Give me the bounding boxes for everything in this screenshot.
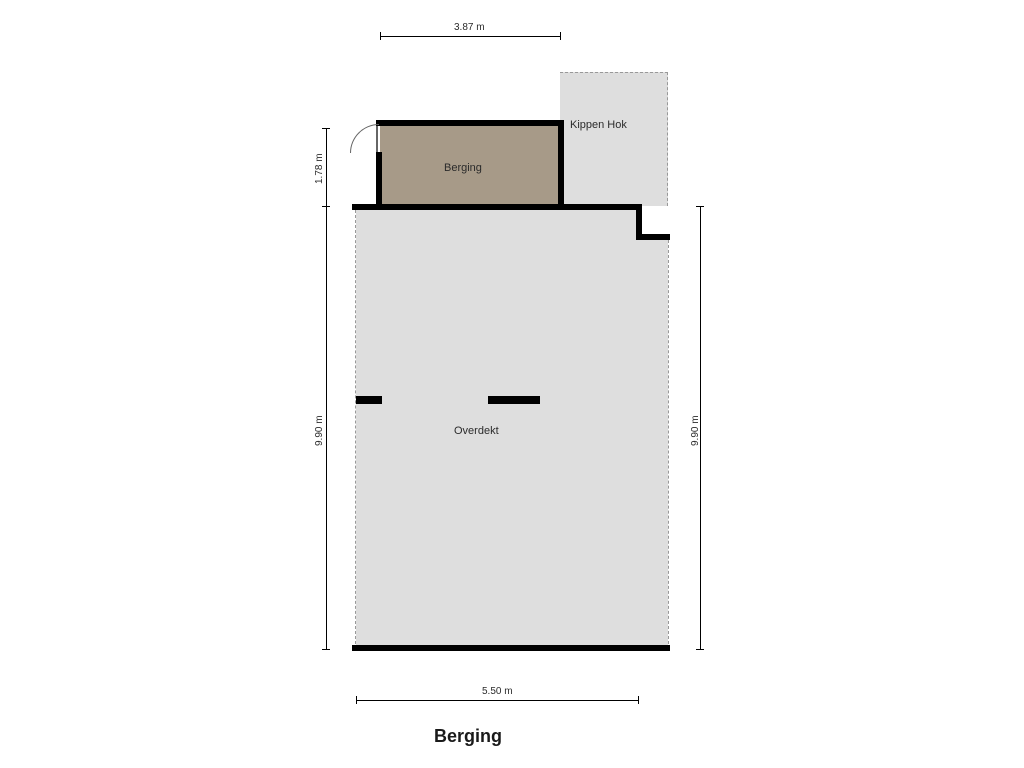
room-label-overdekt: Overdekt [454, 425, 499, 437]
wall [376, 152, 382, 210]
dim-tick [696, 206, 704, 207]
floorplan-title: Berging [434, 726, 502, 747]
dim-tick [560, 32, 561, 40]
dim-tick [322, 128, 330, 129]
wall-edge-left [355, 210, 357, 649]
wall [558, 120, 564, 210]
pillar [356, 396, 382, 404]
wall [376, 120, 564, 126]
dim-label-top: 3.87 m [454, 22, 485, 33]
room-overdekt-notch [638, 236, 668, 649]
floorplan-canvas: Kippen Hok Berging Overdekt 3.87 m 5.50 … [0, 0, 1024, 768]
dim-line-bottom [356, 700, 638, 701]
dim-label-left-upper: 1.78 m [314, 153, 325, 184]
pillar [488, 396, 540, 404]
wall [352, 645, 642, 651]
dim-tick [356, 696, 357, 704]
dim-label-bottom: 5.50 m [482, 686, 513, 697]
dim-tick [322, 649, 330, 650]
room-label-kippen-hok: Kippen Hok [570, 119, 627, 131]
dim-tick [380, 32, 381, 40]
room-kippen-hok [560, 72, 668, 206]
wall-edge-right [668, 240, 670, 649]
room-label-berging-small: Berging [444, 162, 482, 174]
dim-line-top [380, 36, 560, 37]
dim-tick [322, 206, 330, 207]
dim-tick [638, 696, 639, 704]
dim-label-left-lower: 9.90 m [314, 415, 325, 446]
dim-label-right: 9.90 m [690, 415, 701, 446]
door-arc [350, 124, 379, 153]
dim-tick [696, 649, 704, 650]
wall [636, 234, 670, 240]
dim-line-left-upper [326, 128, 327, 206]
wall [352, 204, 642, 210]
door-leaf [376, 126, 378, 152]
wall [636, 645, 670, 651]
dim-line-left-lower [326, 206, 327, 649]
